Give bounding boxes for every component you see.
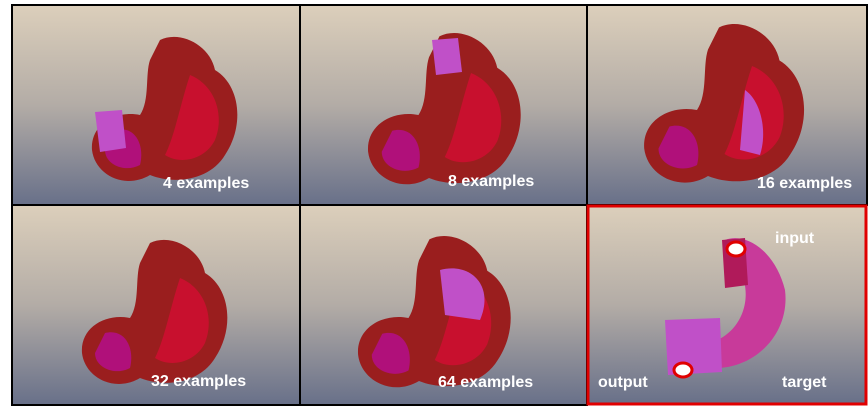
rendering bbox=[95, 110, 126, 152]
rendering bbox=[665, 318, 722, 375]
annotation: input bbox=[775, 230, 815, 247]
panel-label: 64 examples bbox=[438, 374, 533, 391]
panel-highlight bbox=[586, 204, 868, 406]
input-marker bbox=[725, 240, 747, 258]
rendering bbox=[440, 268, 485, 320]
panel-label: 16 examples bbox=[757, 175, 852, 192]
panel-label: 8 examples bbox=[448, 173, 534, 190]
output-marker bbox=[672, 361, 694, 379]
panel-label: 32 examples bbox=[151, 373, 246, 390]
annotation: output bbox=[598, 374, 648, 391]
rendering bbox=[700, 238, 786, 368]
rendering bbox=[432, 38, 462, 75]
panel-label: 4 examples bbox=[163, 175, 249, 192]
rendering bbox=[740, 90, 764, 155]
annotation: target bbox=[782, 374, 827, 391]
panel-grid: 4 examples 8 examples 16 examples 32 exa… bbox=[11, 4, 868, 406]
